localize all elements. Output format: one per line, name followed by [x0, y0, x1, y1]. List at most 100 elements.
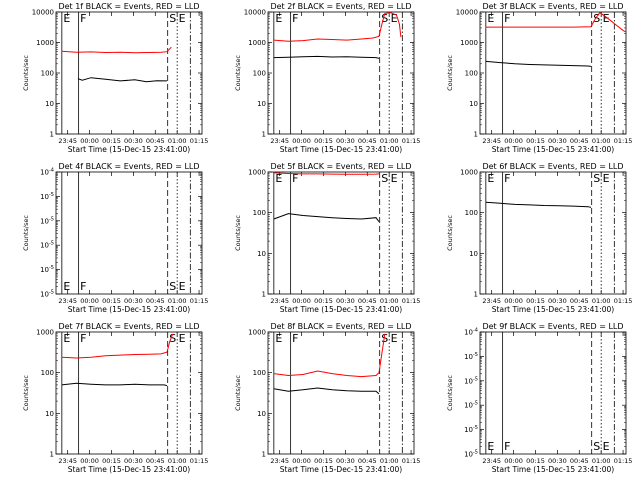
x-tick-label: 00:30 [336, 297, 355, 305]
y-axis-title: Counts/sec [446, 215, 454, 251]
marker-letter: F [504, 440, 510, 453]
y-axis-title: Counts/sec [234, 375, 242, 411]
x-axis-title: Start Time (15-Dec-15 23:41:00) [492, 305, 614, 314]
y-tick-label: 100 [465, 209, 478, 217]
marker-letter: E [391, 12, 398, 25]
y-tick-label: 10-5 [40, 216, 54, 225]
x-axis-title: Start Time (15-Dec-15 23:41:00) [280, 305, 402, 314]
x-tick-label: 00:45 [358, 297, 377, 305]
x-tick-label: 01:15 [190, 297, 209, 305]
y-tick-label: 10-5 [40, 192, 54, 201]
y-tick-label: 1 [262, 131, 266, 139]
x-tick-label: 00:15 [314, 457, 333, 465]
x-tick-label: 23:45 [270, 457, 289, 465]
x-tick-label: 23:45 [270, 137, 289, 145]
x-tick-label: 01:00 [168, 457, 187, 465]
detector-panel: Det 3f BLACK = Events, RED = LLD 1 10 100 10… [446, 2, 632, 154]
y-tick-label: 10 [257, 250, 266, 258]
y-tick-label: 1 [262, 291, 266, 299]
y-axis-title: Counts/sec [234, 215, 242, 251]
x-tick-label: 00:00 [80, 457, 99, 465]
x-tick-label: 00:15 [102, 457, 121, 465]
marker-letter: E [179, 280, 186, 293]
y-tick-label: 1000 [248, 169, 266, 177]
marker-letter: E [391, 172, 398, 185]
y-tick-label: 1 [474, 291, 478, 299]
x-tick-label: 00:45 [358, 137, 377, 145]
x-tick-label: 23:45 [482, 297, 501, 305]
y-tick-label: 1000 [36, 39, 54, 47]
marker-letter: F [292, 12, 298, 25]
detector-panel: Det 9f BLACK = Events, RED = LLD 10-5 10-5… [446, 322, 632, 474]
marker-letter: E [487, 12, 494, 25]
events-series-line [485, 60, 592, 67]
panel-title: Det 3f BLACK = Events, RED = LLD [482, 2, 623, 11]
x-axis-title: Start Time (15-Dec-15 23:41:00) [68, 305, 190, 314]
y-tick-label: 1 [474, 131, 478, 139]
x-tick-label: 01:15 [614, 297, 633, 305]
plot-frame [267, 171, 415, 295]
x-tick-label: 00:00 [504, 137, 523, 145]
lld-series-line [61, 46, 172, 54]
y-axis-title: Counts/sec [446, 55, 454, 91]
y-tick-label: 10000 [456, 9, 478, 17]
marker-letter: F [292, 172, 298, 185]
y-tick-label: 10 [257, 410, 266, 418]
lld-series-line [273, 12, 402, 42]
marker-letter: S [169, 280, 176, 293]
events-series-line [273, 213, 380, 222]
x-tick-label: 00:15 [314, 297, 333, 305]
x-tick-label: 00:45 [570, 297, 589, 305]
y-tick-label: 100 [465, 70, 478, 78]
y-tick-label: 1000 [460, 39, 478, 47]
x-tick-label: 00:00 [80, 137, 99, 145]
plot-frame [267, 331, 415, 455]
x-tick-label: 00:00 [504, 457, 523, 465]
x-axis-title: Start Time (15-Dec-15 23:41:00) [68, 145, 190, 154]
marker-letter: E [63, 12, 70, 25]
lld-series-line [273, 333, 386, 378]
x-tick-label: 00:00 [504, 297, 523, 305]
detector-panel: Det 8f BLACK = Events, RED = LLD 1 10 100 10… [234, 322, 420, 474]
detector-panel: Det 5f BLACK = Events, RED = LLD 1 10 100 10… [234, 162, 420, 314]
x-tick-label: 01:15 [402, 457, 421, 465]
marker-letter: E [179, 332, 186, 345]
lld-series-line [61, 333, 174, 359]
marker-letter: S [593, 440, 600, 453]
panel-title: Det 1f BLACK = Events, RED = LLD [58, 2, 199, 11]
lld-series-line [485, 12, 627, 33]
x-tick-label: 00:30 [336, 137, 355, 145]
x-tick-label: 01:00 [592, 137, 611, 145]
marker-letter: F [504, 172, 510, 185]
x-tick-label: 00:30 [336, 457, 355, 465]
x-tick-label: 00:45 [146, 457, 165, 465]
detector-panel: Det 2f BLACK = Events, RED = LLD 1 10 100 10… [234, 2, 420, 154]
x-tick-label: 01:00 [168, 297, 187, 305]
marker-letter: E [391, 332, 398, 345]
marker-letter: F [80, 12, 86, 25]
y-axis-title: Counts/sec [22, 215, 30, 251]
panel-title: Det 9f BLACK = Events, RED = LLD [482, 322, 623, 331]
marker-letter: F [80, 280, 86, 293]
x-tick-label: 00:00 [292, 457, 311, 465]
x-tick-label: 23:45 [482, 137, 501, 145]
x-tick-label: 23:45 [58, 137, 77, 145]
x-tick-label: 01:15 [402, 137, 421, 145]
panel-title: Det 6f BLACK = Events, RED = LLD [482, 162, 623, 171]
x-tick-label: 00:15 [102, 297, 121, 305]
x-tick-label: 00:45 [570, 137, 589, 145]
y-tick-label: 10-5 [464, 425, 478, 434]
y-axis-title: Counts/sec [234, 55, 242, 91]
y-tick-label: 10 [45, 100, 54, 108]
x-tick-label: 00:45 [570, 457, 589, 465]
events-series-line [273, 55, 380, 59]
y-tick-label: 100 [41, 369, 54, 377]
marker-letter: S [381, 12, 388, 25]
x-axis-title: Start Time (15-Dec-15 23:41:00) [280, 465, 402, 474]
y-tick-label: 100 [253, 70, 266, 78]
marker-letter: F [292, 332, 298, 345]
plot-frame [55, 11, 203, 135]
marker-letter: E [603, 172, 610, 185]
x-tick-label: 00:45 [146, 137, 165, 145]
x-tick-label: 00:00 [80, 297, 99, 305]
